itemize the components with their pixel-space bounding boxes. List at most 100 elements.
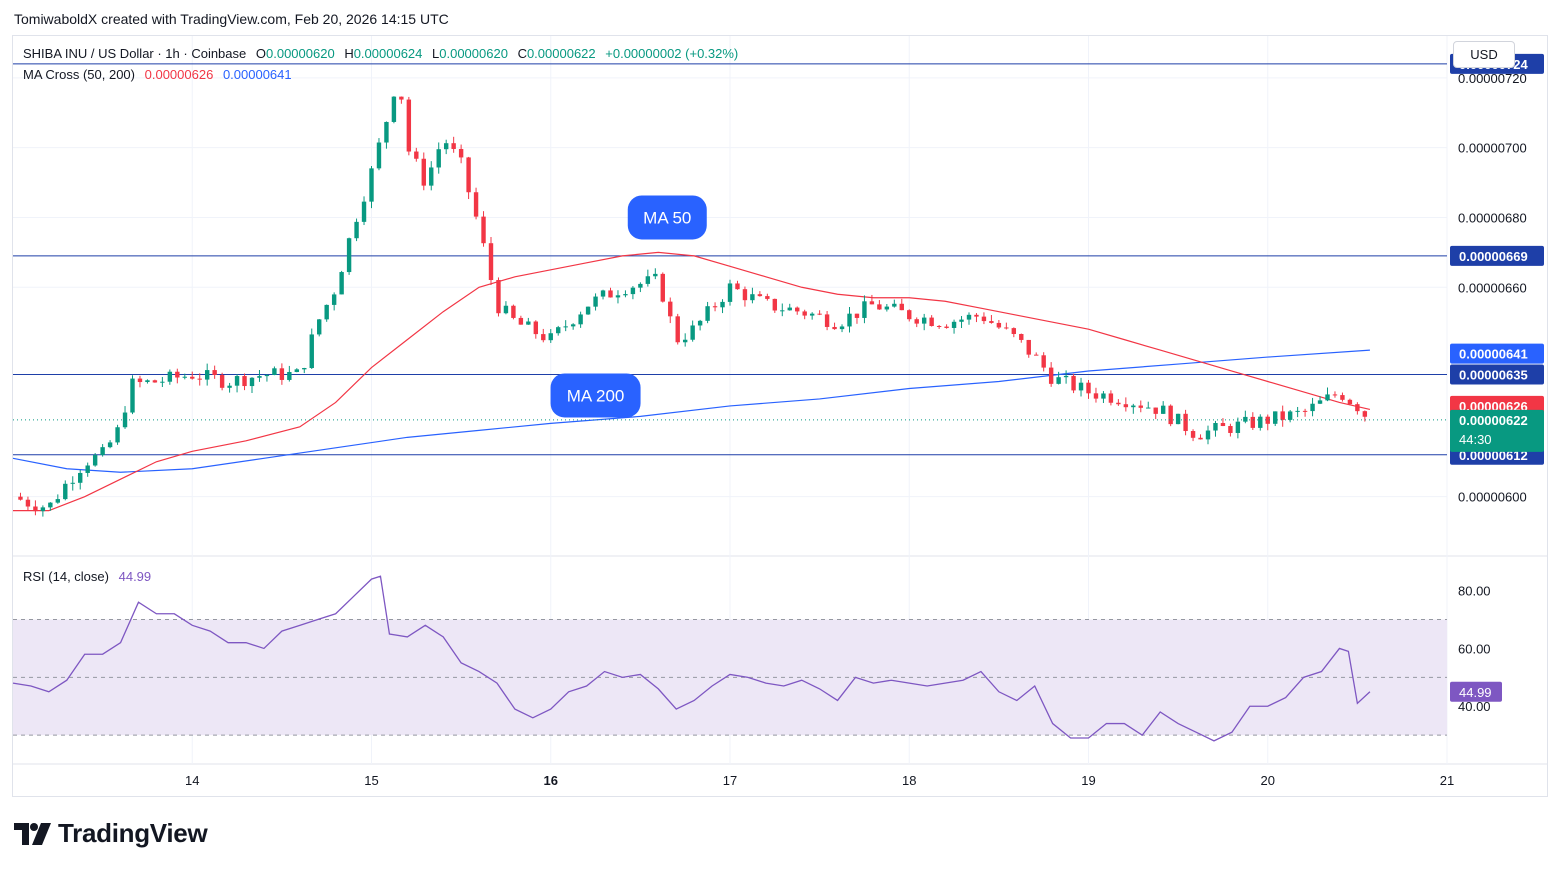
- symbol-title[interactable]: SHIBA INU / US Dollar · 1h · Coinbase: [23, 46, 247, 61]
- rsi-y-tick-label: 80.00: [1458, 584, 1491, 599]
- candle-body: [1019, 334, 1024, 340]
- candle-body: [242, 376, 247, 387]
- close-value: 0.00000622: [526, 46, 596, 61]
- rsi-value-tag-label: 44.99: [1459, 685, 1492, 700]
- candle-body: [966, 314, 972, 320]
- high-value: 0.00000624: [353, 46, 423, 61]
- candle-body: [33, 506, 38, 512]
- candle-body: [1153, 407, 1158, 414]
- candle-body: [1273, 411, 1278, 424]
- rsi-legend-label[interactable]: RSI (14, close): [23, 569, 109, 584]
- candle-body: [854, 313, 860, 318]
- candle-body: [1280, 411, 1285, 420]
- candle-body: [175, 371, 180, 378]
- candle-body: [511, 305, 516, 318]
- candle-body: [1287, 411, 1293, 420]
- candle-body: [795, 307, 800, 312]
- ma-legend-label[interactable]: MA Cross (50, 200): [23, 67, 135, 82]
- candle-body: [951, 321, 957, 328]
- candle-body: [645, 276, 651, 284]
- candle-body: [772, 298, 778, 311]
- candle-body: [832, 326, 837, 330]
- candle-body: [1310, 403, 1315, 412]
- candle-body: [414, 151, 419, 159]
- candle-body: [1228, 426, 1233, 433]
- candle-body: [556, 327, 561, 334]
- candle-body: [727, 283, 733, 302]
- candle-body: [339, 272, 344, 295]
- candle-body: [182, 376, 187, 378]
- candle-body: [608, 290, 613, 298]
- candle-body: [750, 294, 755, 301]
- high-label: H: [344, 46, 354, 61]
- candle-body: [1004, 327, 1009, 329]
- candle-body: [481, 216, 486, 244]
- candle-body: [899, 303, 904, 311]
- candle-body: [451, 143, 456, 149]
- candle-body: [1093, 393, 1099, 399]
- candle-body: [914, 319, 919, 324]
- candle-body: [1325, 394, 1330, 401]
- candle-body: [787, 307, 792, 311]
- candle-body: [653, 273, 658, 277]
- candle-body: [1086, 382, 1091, 394]
- candle-body: [675, 316, 680, 343]
- candle-body: [742, 289, 748, 301]
- open-label: O: [255, 46, 266, 61]
- current-price-tag-label: 0.00000622: [1459, 413, 1528, 428]
- candle-body: [1048, 367, 1054, 384]
- x-tick-label: 15: [364, 773, 378, 788]
- candle-body: [496, 280, 501, 314]
- candle-body: [190, 376, 195, 379]
- candle-body: [862, 301, 867, 318]
- candle-body: [981, 316, 987, 322]
- candle-body: [384, 121, 389, 143]
- candle-body: [1138, 405, 1143, 408]
- level-price-tag: [1450, 364, 1544, 385]
- candle-body: [219, 375, 225, 388]
- candle-body: [473, 192, 479, 217]
- candle-body: [115, 427, 120, 443]
- candle-body: [824, 314, 830, 327]
- candle-body: [1355, 404, 1360, 412]
- candle-body: [1146, 407, 1151, 409]
- candle-body: [287, 372, 292, 380]
- candle-body: [503, 305, 509, 314]
- candle-body: [92, 455, 98, 466]
- level-price-tag: [1450, 245, 1544, 266]
- candle-body: [630, 287, 636, 295]
- candle-body: [391, 96, 397, 122]
- candle-body: [1362, 411, 1368, 417]
- candle-body: [526, 321, 531, 325]
- candle-body: [421, 158, 426, 186]
- candle-body: [249, 377, 255, 387]
- tradingview-logo[interactable]: TradingView: [14, 818, 208, 849]
- candle-body: [847, 313, 852, 327]
- y-tick-label: 0.00000600: [1458, 490, 1527, 505]
- candle-body: [1213, 423, 1218, 431]
- candle-body: [1056, 377, 1061, 384]
- candle-body: [638, 283, 643, 288]
- candle-body: [279, 368, 285, 380]
- candle-body: [1108, 393, 1114, 403]
- candle-body: [1205, 430, 1211, 440]
- x-tick-label: 19: [1081, 773, 1095, 788]
- tradingview-logo-text: TradingView: [58, 818, 208, 848]
- candle-body: [1011, 328, 1017, 335]
- candle-body: [1175, 413, 1181, 425]
- currency-button[interactable]: USD: [1453, 41, 1515, 68]
- candle-body: [160, 381, 165, 383]
- candle-body: [907, 310, 912, 320]
- candle-body: [346, 238, 352, 273]
- candle-body: [1220, 423, 1226, 427]
- candle-body: [802, 311, 807, 316]
- candle-body: [78, 472, 83, 483]
- candle-body: [63, 483, 68, 500]
- x-tick-label: 17: [723, 773, 737, 788]
- ohlc-high: H0.00000624: [344, 46, 422, 61]
- candle-body: [55, 499, 61, 503]
- candle-body: [959, 319, 964, 322]
- candle-body: [682, 339, 688, 343]
- chart-frame: [12, 35, 1548, 797]
